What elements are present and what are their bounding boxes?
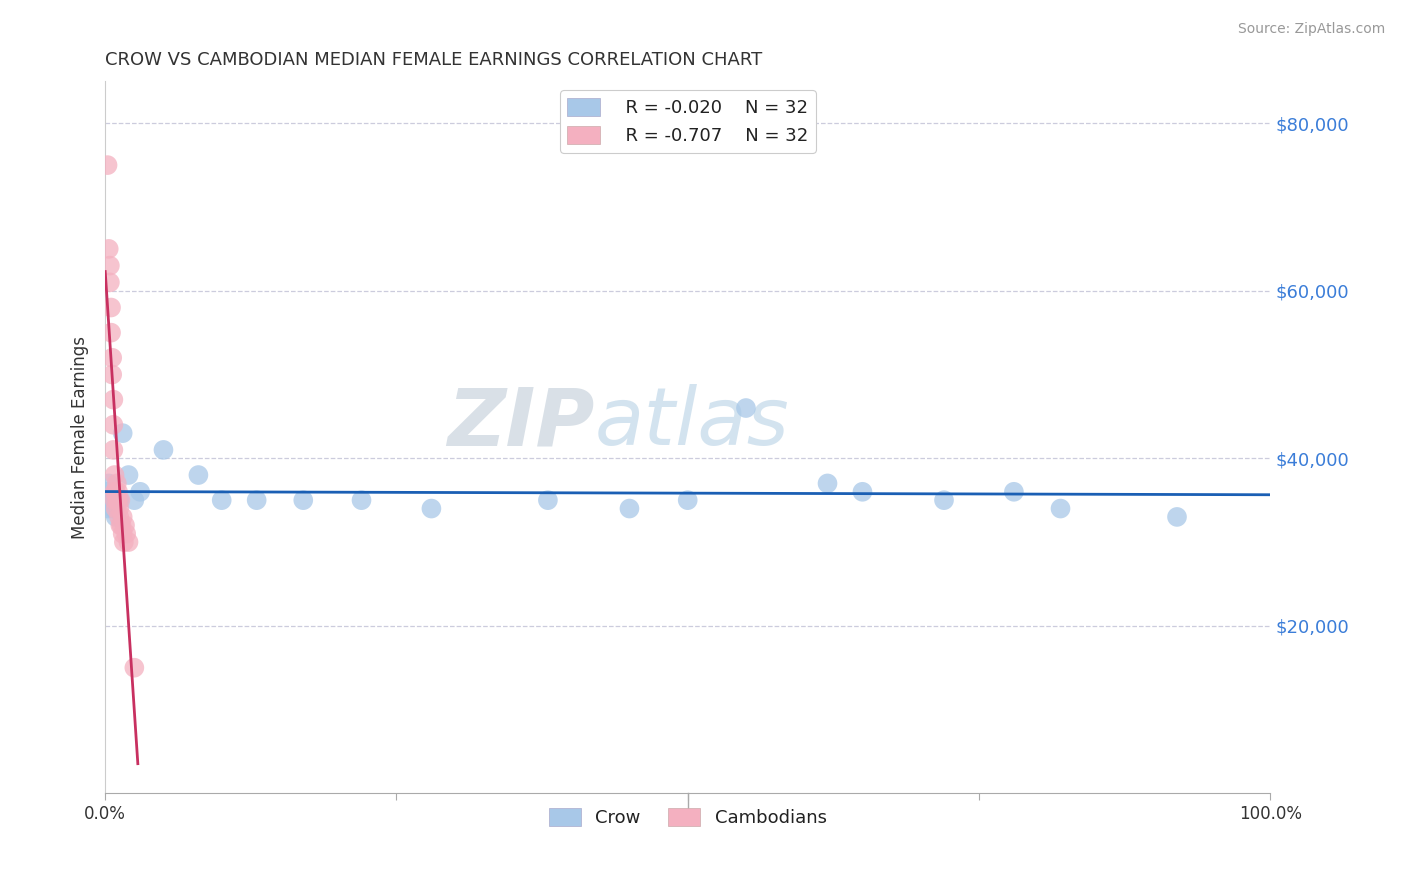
Point [115, 526, 138, 541]
Point [104, 501, 127, 516]
Point [111, 426, 134, 441]
Point [111, 526, 134, 541]
Point [932, 493, 955, 508]
Point [735, 401, 758, 415]
Point [103, 417, 125, 432]
Point [1166, 510, 1188, 524]
Legend: Crow, Cambodians: Crow, Cambodians [541, 800, 834, 834]
Point [100, 493, 122, 508]
Text: CROW VS CAMBODIAN MEDIAN FEMALE EARNINGS CORRELATION CHART: CROW VS CAMBODIAN MEDIAN FEMALE EARNINGS… [105, 51, 762, 69]
Point [101, 368, 124, 382]
Point [100, 326, 122, 340]
Point [100, 301, 122, 315]
Point [101, 493, 124, 508]
Point [97, 476, 120, 491]
Point [117, 535, 139, 549]
Point [110, 518, 132, 533]
Point [103, 484, 125, 499]
Point [103, 442, 125, 457]
Point [350, 493, 373, 508]
Point [98, 493, 121, 508]
Point [103, 392, 125, 407]
Point [103, 493, 125, 508]
Point [110, 518, 132, 533]
Point [1002, 484, 1025, 499]
Text: ZIP: ZIP [447, 384, 595, 462]
Text: Source: ZipAtlas.com: Source: ZipAtlas.com [1237, 22, 1385, 37]
Point [619, 501, 641, 516]
Point [97, 242, 120, 256]
Point [96, 158, 118, 172]
Y-axis label: Median Female Earnings: Median Female Earnings [72, 336, 89, 539]
Point [537, 493, 560, 508]
Point [103, 493, 125, 508]
Point [117, 468, 139, 483]
Point [98, 259, 121, 273]
Point [96, 484, 118, 499]
Point [1049, 501, 1071, 516]
Point [97, 501, 120, 516]
Point [107, 484, 129, 499]
Point [111, 510, 134, 524]
Point [420, 501, 443, 516]
Point [152, 442, 174, 457]
Point [104, 510, 127, 524]
Point [114, 518, 136, 533]
Point [98, 276, 121, 290]
Point [112, 535, 135, 549]
Point [129, 484, 152, 499]
Point [101, 351, 124, 365]
Point [124, 661, 146, 675]
Point [104, 484, 127, 499]
Point [108, 501, 131, 516]
Point [103, 501, 125, 516]
Point [108, 510, 131, 524]
Point [246, 493, 269, 508]
Point [103, 468, 125, 483]
Point [851, 484, 873, 499]
Point [110, 493, 132, 508]
Point [107, 493, 129, 508]
Point [105, 493, 128, 508]
Point [124, 493, 146, 508]
Point [676, 493, 699, 508]
Text: atlas: atlas [595, 384, 789, 462]
Point [817, 476, 839, 491]
Point [105, 493, 128, 508]
Point [211, 493, 233, 508]
Point [108, 493, 131, 508]
Point [187, 468, 209, 483]
Point [105, 476, 128, 491]
Point [292, 493, 315, 508]
